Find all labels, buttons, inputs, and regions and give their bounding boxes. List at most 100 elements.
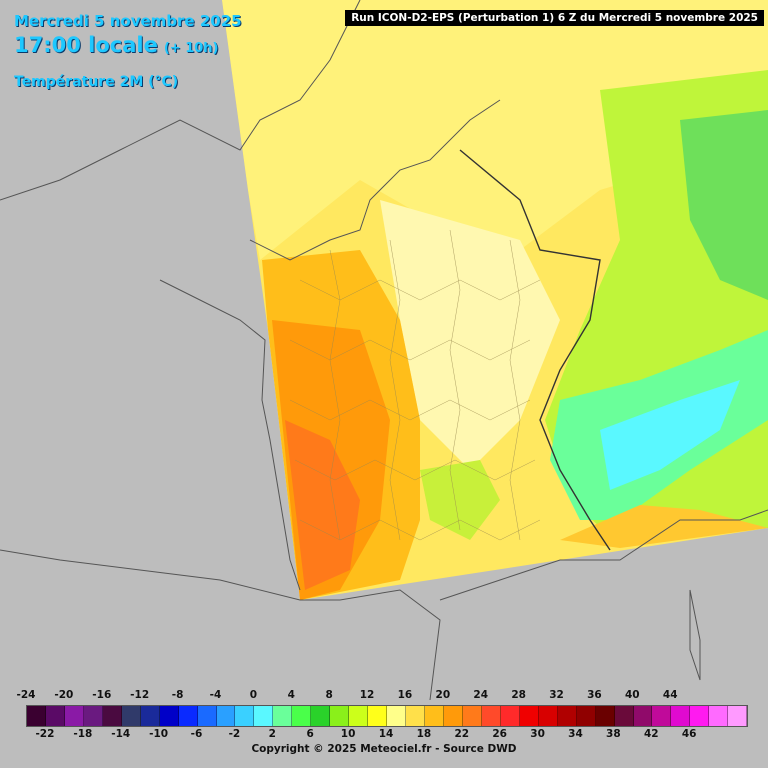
legend-tick-label: -12 [130, 689, 150, 701]
forecast-date: Mercredi 5 novembre 2025 [14, 12, 242, 30]
legend-swatch [64, 706, 84, 726]
legend-tick-label: 6 [306, 728, 314, 740]
department-boundaries [289, 229, 541, 541]
legend-swatch [557, 706, 577, 726]
temp-zone-massif-central [420, 460, 500, 540]
legend-swatch [500, 706, 520, 726]
legend-swatch [102, 706, 122, 726]
legend-swatch [481, 706, 501, 726]
legend-tick-label: 38 [606, 728, 621, 740]
legend-swatch [614, 706, 634, 726]
legend-tick-label: -6 [190, 728, 203, 740]
legend-tick-label: 4 [287, 689, 295, 701]
coastline-mediterranean [439, 509, 768, 601]
legend-swatch [576, 706, 596, 726]
legend-swatch [159, 706, 179, 726]
color-legend: -24 -20 -16 -12 -8 -4 0 4 8 12 16 20 24 28 32 36 40 44 -2… [0, 684, 768, 768]
legend-swatch [311, 706, 331, 726]
legend-tick-label: 46 [681, 728, 697, 740]
legend-tick-label: -22 [35, 728, 55, 740]
temp-zone-alps-colder [600, 380, 740, 490]
legend-swatch [690, 706, 710, 726]
legend-swatch [728, 706, 748, 726]
legend-swatch [425, 706, 444, 726]
legend-tick-label: -20 [54, 689, 74, 701]
run-title: Run ICON-D2-EPS (Perturbation 1) 6 Z du … [345, 10, 764, 26]
legend-tick-label: 24 [473, 689, 489, 701]
coastline-iberia [0, 549, 441, 701]
legend-swatch [27, 706, 46, 726]
legend-tick-label: 30 [530, 728, 545, 740]
legend-swatch [368, 706, 388, 726]
forecast-time-label: 17:00 locale [14, 33, 158, 57]
legend-color-bar [26, 705, 748, 727]
legend-swatch [330, 706, 350, 726]
legend-swatch [83, 706, 103, 726]
legend-tick-label: -16 [92, 689, 112, 701]
legend-tick-label: 8 [325, 689, 333, 701]
legend-swatch [273, 706, 293, 726]
copyright-text: Copyright © 2025 Meteociel.fr - Source D… [251, 743, 517, 755]
legend-tick-label: 32 [549, 689, 564, 701]
coastlines-and-borders [0, 0, 768, 701]
legend-swatch [462, 706, 482, 726]
legend-tick-label: 2 [268, 728, 276, 740]
legend-tick-label: 10 [340, 728, 356, 740]
legend-tick-label: 28 [511, 689, 526, 701]
legend-tick-label: 0 [249, 689, 258, 701]
legend-tick-label: -8 [171, 689, 184, 701]
forecast-time: 17:00 locale (+ 10h) [14, 33, 219, 57]
border-france-east [459, 149, 611, 551]
legend-tick-label: 22 [454, 728, 470, 740]
legend-tick-label: -18 [73, 728, 93, 740]
legend-swatch [349, 706, 369, 726]
legend-tick-label: 36 [587, 689, 602, 701]
legend-swatch [178, 706, 198, 726]
legend-swatch [709, 706, 729, 726]
legend-swatch [538, 706, 558, 726]
legend-tick-label: -2 [228, 728, 241, 740]
coastline-atlantic [159, 279, 301, 591]
legend-swatch [140, 706, 160, 726]
legend-swatch [652, 706, 672, 726]
temp-zone-mediterranean [560, 505, 768, 548]
legend-swatch [197, 706, 217, 726]
coastline-channel [249, 99, 501, 261]
legend-swatch [254, 706, 274, 726]
legend-swatch [387, 706, 407, 726]
legend-swatch [671, 706, 691, 726]
legend-tick-label: 16 [397, 689, 413, 701]
legend-swatch [595, 706, 615, 726]
legend-swatch [216, 706, 236, 726]
legend-tick-label: 12 [359, 689, 375, 701]
legend-tick-label: 20 [435, 689, 451, 701]
legend-tick-label: 34 [568, 728, 583, 740]
temp-zone-red-orange [285, 420, 360, 590]
temp-zone-bright-green [680, 110, 768, 300]
legend-tick-label: 40 [625, 689, 640, 701]
legend-swatch [519, 706, 539, 726]
temp-zone-pale-yellow [222, 0, 768, 260]
legend-swatch [45, 706, 65, 726]
legend-swatch [633, 706, 653, 726]
legend-tick-label: -10 [149, 728, 169, 740]
coastline-corsica [689, 589, 701, 681]
parameter-label: Température 2M (°C) [14, 74, 179, 90]
legend-tick-label: 14 [378, 728, 394, 740]
temp-zone-light-yellow [380, 200, 560, 470]
legend-tick-label: -14 [111, 728, 131, 740]
forecast-lead-time: (+ 10h) [163, 41, 219, 56]
legend-swatch [235, 706, 255, 726]
legend-tick-label: -4 [209, 689, 222, 701]
legend-swatch [121, 706, 141, 726]
legend-tick-label: -24 [16, 689, 36, 701]
legend-tick-label: 18 [416, 728, 432, 740]
legend-tick-label: 44 [662, 689, 678, 701]
coastline-britain [0, 0, 361, 201]
legend-tick-label: 26 [492, 728, 507, 740]
legend-swatch [406, 706, 426, 726]
legend-swatch [292, 706, 312, 726]
